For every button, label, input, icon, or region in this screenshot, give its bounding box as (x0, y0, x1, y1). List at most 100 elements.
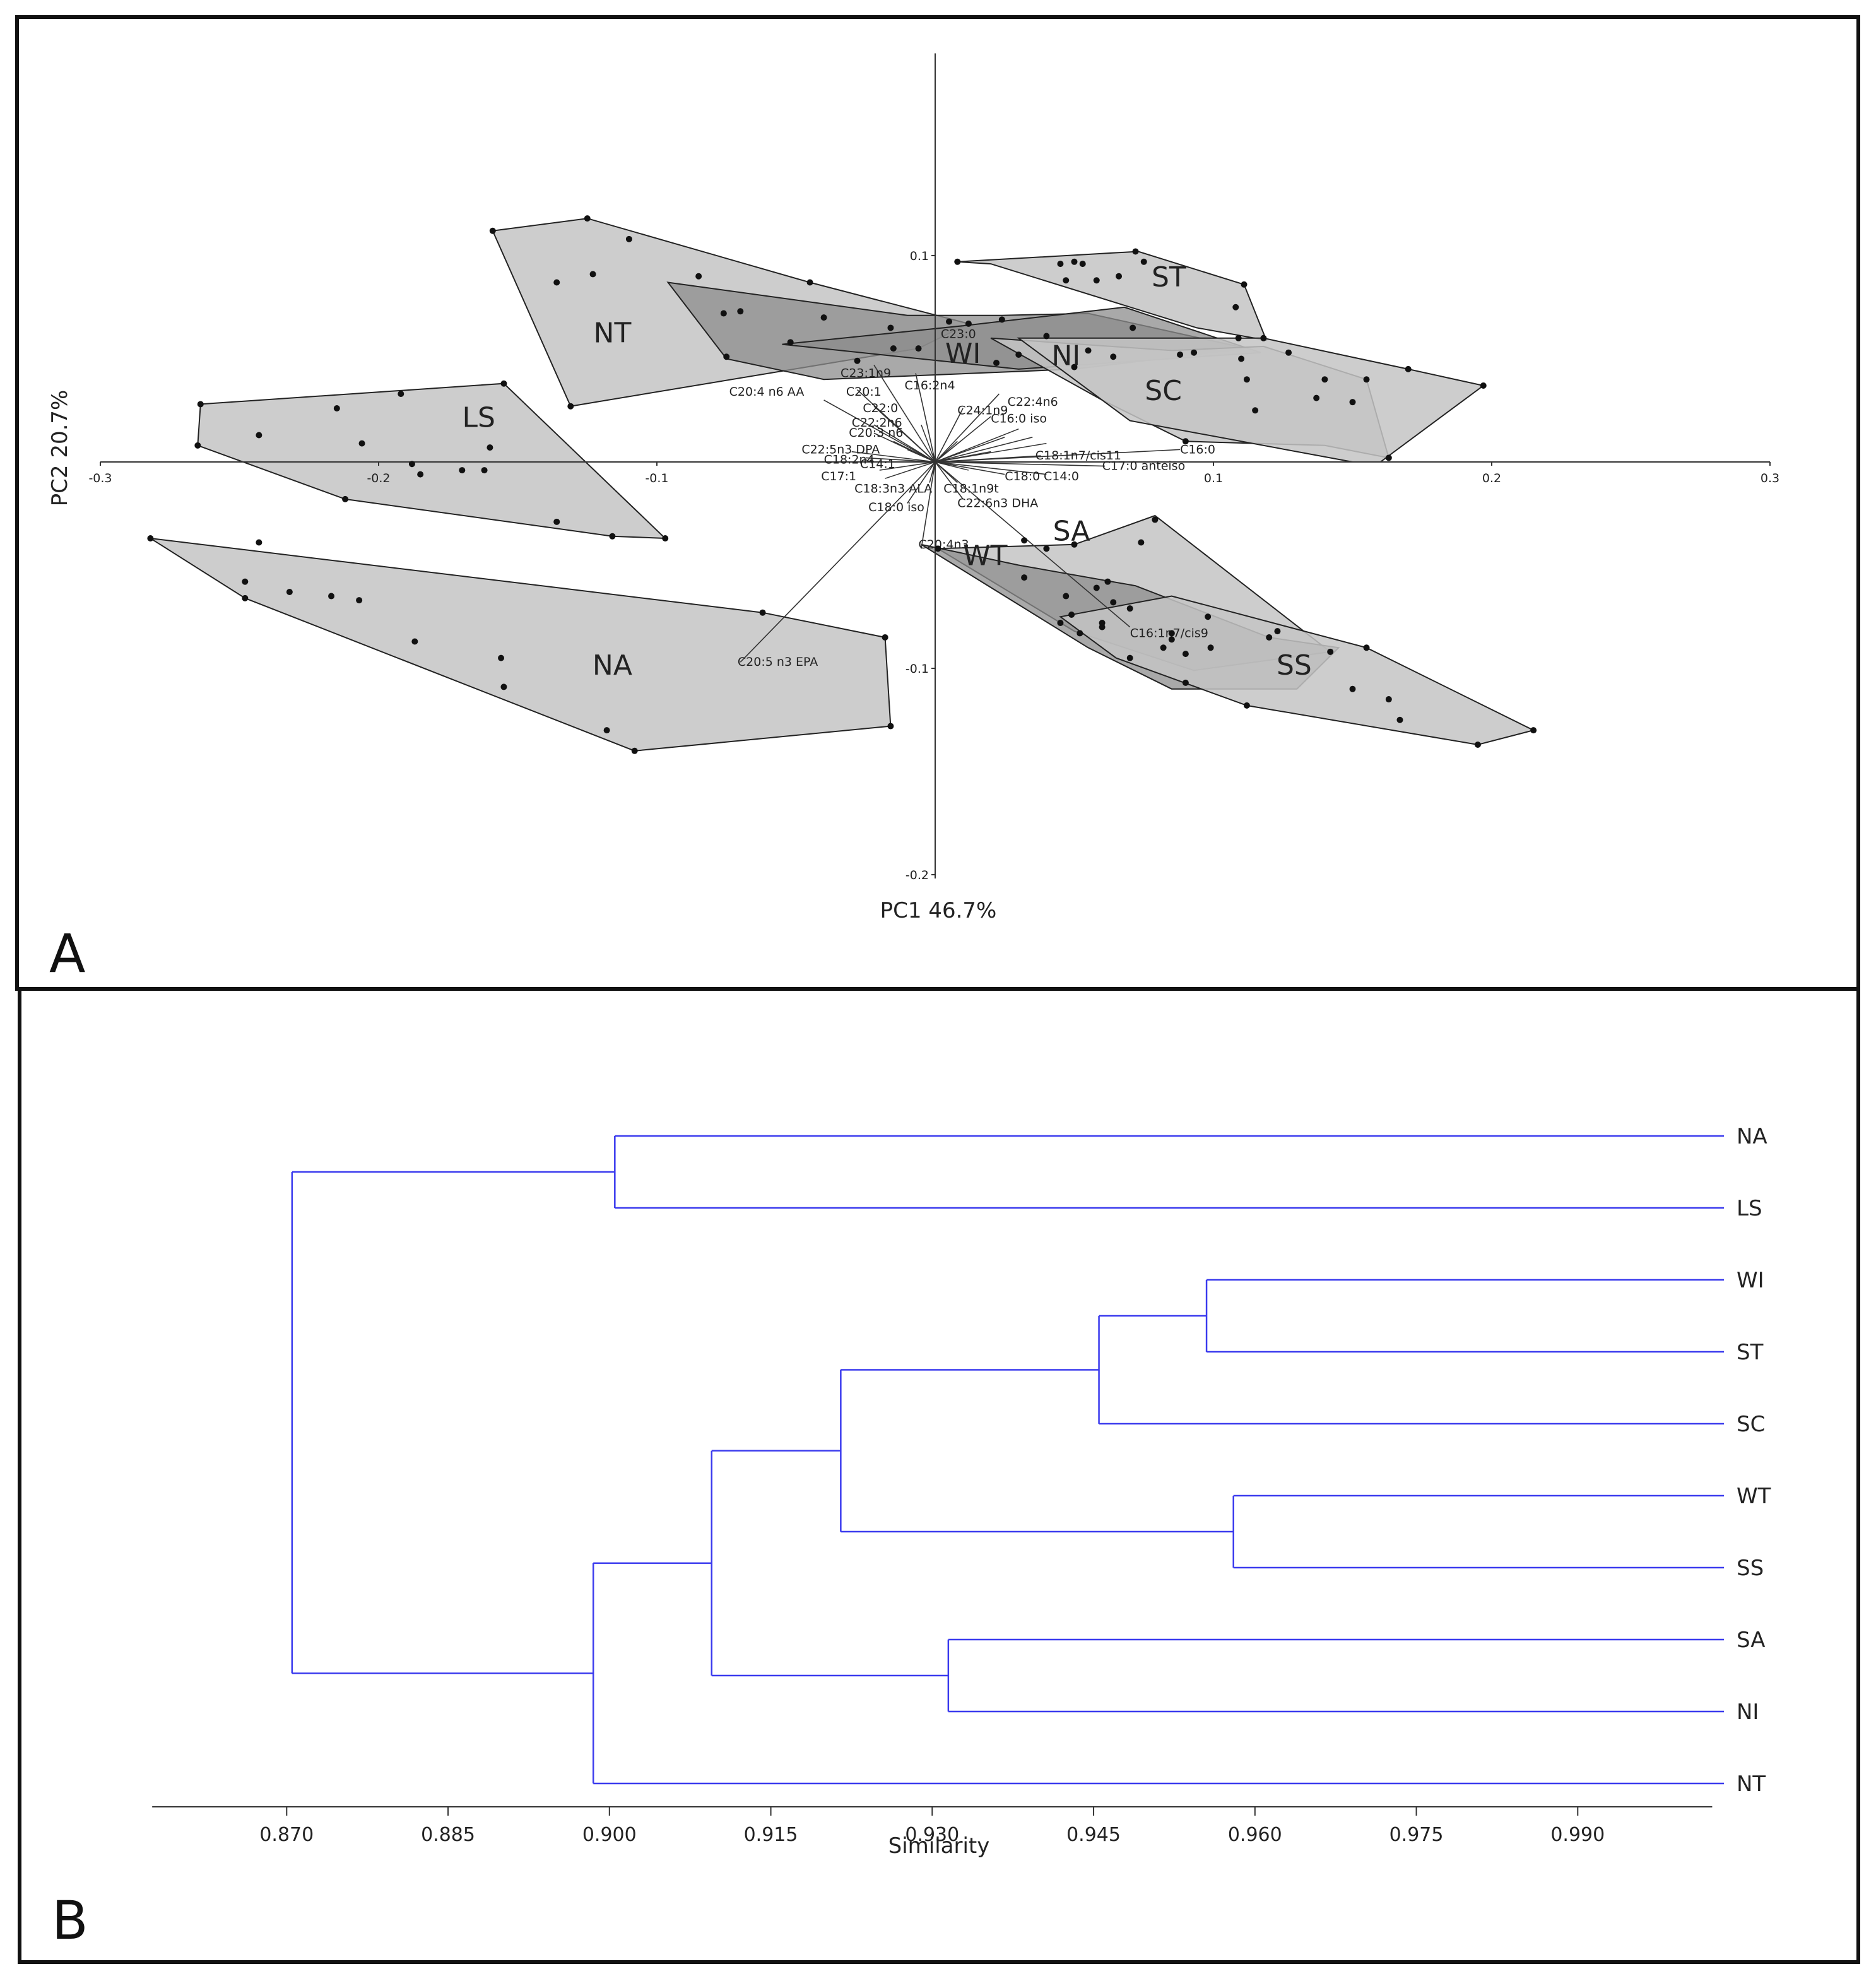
group-label-na: NA (593, 649, 632, 682)
sample-points (147, 215, 1537, 754)
loading-vector-label: C14:0 (1044, 470, 1079, 483)
loading-vector-label: C18:2n4 (824, 453, 875, 467)
loading-vector-label: C18:0 iso (868, 500, 924, 514)
sample-point-nt (890, 345, 897, 352)
loading-vector-label: C22:0 (863, 401, 898, 415)
leaf-label-na: NA (1737, 1124, 1767, 1149)
sample-point-sc (1363, 376, 1370, 383)
sample-point-ss (1474, 741, 1481, 748)
loading-vector (873, 406, 936, 463)
panel-label-b: B (52, 1889, 88, 1951)
loading-vector-label: C22:5n3 DPA (801, 442, 880, 456)
loading-vector (935, 461, 1131, 628)
sample-point-na (759, 609, 766, 616)
y-tick-label: 0.1 (910, 249, 929, 263)
similarity-axis: 0.870 0.885 0.900 0.915 0.930 0.945 0.960 0.975… (152, 1806, 1713, 1846)
pca-biplot: -0.3 -0.2 -0.1 0.1 0.2 0.30.1-0.1-0.2 C23:0C2… (47, 53, 1779, 985)
loading-vector (851, 451, 936, 463)
sample-point-ls (553, 518, 560, 525)
sample-point-ss (1530, 727, 1537, 734)
sample-point-na (147, 535, 154, 541)
sample-point-ls (417, 471, 424, 478)
sample-point-na (286, 589, 293, 596)
sample-point-wi (1071, 364, 1078, 370)
loading-vector-label: C20:4n3 (919, 538, 969, 552)
group-label-ls: LS (463, 401, 495, 434)
loading-vector-minor (935, 428, 1019, 463)
loading-vectors: C23:0 C23:1n9 C16:2n4 C20:4 n6 AA C20:1 C22:4… (729, 327, 1215, 669)
y-axis-title: PC2 20.7% (47, 390, 73, 507)
sample-point-sc (1252, 407, 1259, 414)
sample-point-wt (1021, 574, 1028, 581)
y-tick-label: -0.1 (906, 662, 929, 676)
sample-point-wt (1168, 630, 1175, 637)
sample-point-na (411, 638, 418, 645)
sample-point-sc (1385, 454, 1392, 461)
x-tick-label: 0.3 (1761, 471, 1779, 485)
hull-sc_outer (1017, 337, 1485, 463)
dendrogram-branches (291, 1135, 1724, 1785)
loading-vector-label: C16:0 iso (991, 411, 1047, 425)
dendrogram-leaf-labels: NA LS WI ST SC WT SS SA NI NT (1737, 1124, 1771, 1797)
loading-vector-label: C17:1 (821, 470, 856, 483)
x-tick-label: 0.2 (1482, 471, 1501, 485)
sample-point-wi (1110, 353, 1117, 360)
loading-vector-label: C20:1 (846, 385, 882, 399)
sample-point-ls (609, 533, 616, 540)
sample-point-st (1132, 248, 1139, 255)
panel-label-a: A (49, 923, 85, 985)
similarity-tick-label: 0.885 (421, 1824, 475, 1846)
leaf-label-ls: LS (1737, 1196, 1762, 1221)
sample-point-ss (1396, 716, 1403, 723)
sample-point-nt (625, 235, 632, 242)
sample-point-na (631, 747, 638, 754)
sample-point-sa (1168, 636, 1175, 643)
group-labels: NT LS NA ST WI NI SC SA WT SS (463, 261, 1312, 682)
sample-point-nt (695, 273, 702, 280)
loading-vector-label: C18:0 (1005, 470, 1040, 483)
sample-point-sa (1207, 644, 1214, 651)
cluster-dendrogram: NA LS WI ST SC WT SS SA NI NT 0.870 0.885 0.900 0.91… (52, 1124, 1771, 1951)
loading-vector (935, 461, 1106, 467)
hull-ss (1059, 595, 1536, 746)
sample-point-wi (998, 316, 1005, 323)
loading-vector (873, 424, 936, 463)
sample-point-nt (584, 215, 591, 222)
sample-point-ss (1057, 620, 1064, 627)
sample-point-sa (1071, 541, 1078, 548)
loading-vector (921, 461, 936, 549)
sample-point-sa (1327, 648, 1334, 655)
y-tick-label: -0.2 (906, 868, 929, 882)
loading-vector-label: C24:1n9 (957, 403, 1008, 417)
loading-vector-label: C20:4 n6 AA (729, 385, 805, 399)
leaf-label-sc: SC (1737, 1412, 1765, 1437)
sample-point-nt (965, 320, 972, 327)
hull-na (150, 538, 892, 752)
sample-point-sc (1243, 376, 1250, 383)
sample-point-wi (723, 353, 730, 360)
sample-point-na (242, 578, 249, 585)
sample-point-sc (1321, 376, 1328, 383)
sample-point-ss (1385, 696, 1392, 703)
leaf-label-sa: SA (1737, 1628, 1765, 1653)
sample-point-wt (1077, 630, 1083, 637)
group-label-wi: WI (945, 338, 981, 370)
sample-point-ni (1043, 333, 1050, 340)
sample-point-ls (500, 380, 507, 387)
loading-vector (935, 455, 1041, 463)
loading-vector-minor (885, 461, 936, 479)
sample-point-na (242, 594, 249, 601)
leaf-label-st: ST (1737, 1340, 1764, 1365)
sample-point-na (328, 593, 335, 600)
sample-point-ss (1099, 620, 1106, 627)
sample-point-sa (1043, 545, 1050, 552)
group-label-nt: NT (594, 317, 632, 349)
similarity-tick-label: 0.960 (1228, 1824, 1282, 1846)
sample-point-na (882, 634, 888, 641)
group-label-sc: SC (1145, 375, 1182, 407)
sample-point-st (1057, 261, 1064, 268)
sample-point-ls (256, 432, 263, 439)
sample-point-sc (1285, 349, 1292, 356)
similarity-tick-label: 0.870 (259, 1824, 314, 1846)
sample-point-na (887, 723, 894, 730)
